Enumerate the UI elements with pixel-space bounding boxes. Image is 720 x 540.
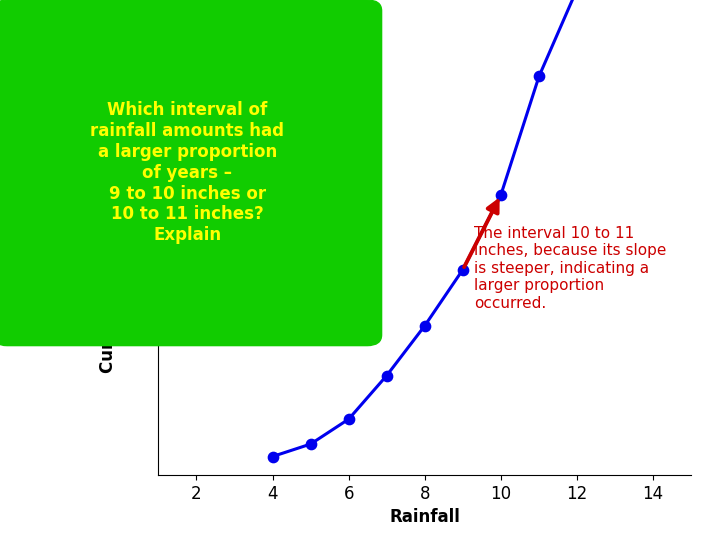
Point — [457, 265, 469, 274]
X-axis label: Rainfall: Rainfall — [390, 509, 460, 526]
Point — [381, 371, 392, 380]
Point — [343, 415, 354, 423]
Text: The interval 10 to 11
inches, because its slope
is steeper, indicating a
larger : The interval 10 to 11 inches, because it… — [474, 226, 667, 310]
Y-axis label: Cumulative r: Cumulative r — [99, 253, 117, 373]
Point — [419, 321, 431, 330]
Point — [534, 72, 545, 81]
Text: Which interval of
rainfall amounts had
a larger proportion
of years –
9 to 10 in: Which interval of rainfall amounts had a… — [90, 102, 284, 244]
Point — [495, 191, 507, 199]
Point — [267, 452, 279, 461]
Point — [305, 440, 316, 448]
